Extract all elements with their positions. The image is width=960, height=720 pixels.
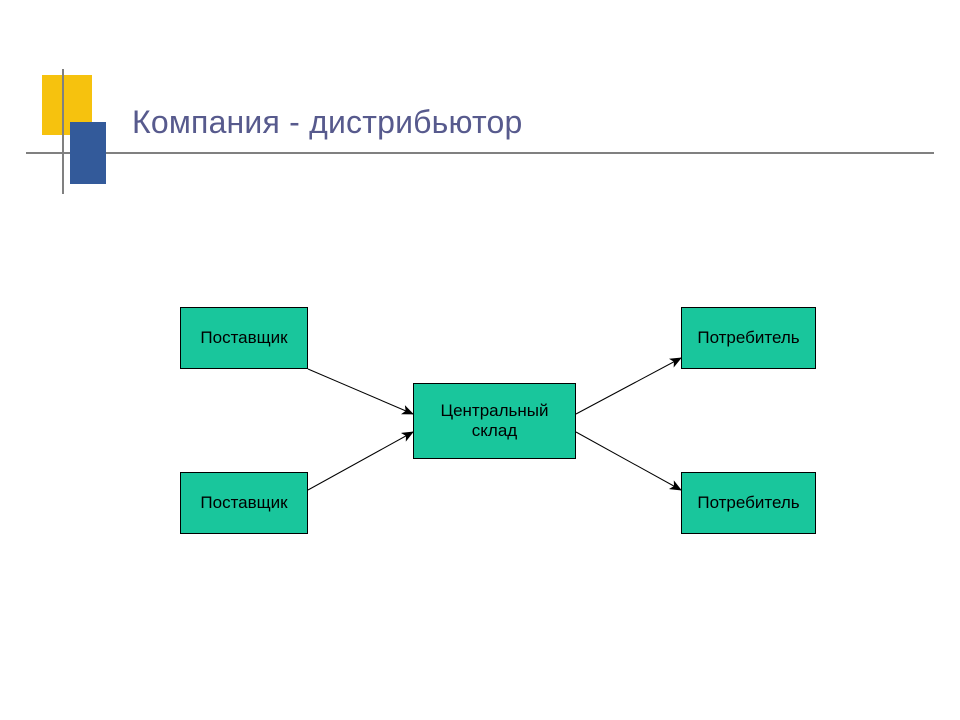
edge-central-consumer1 [576,358,681,414]
edge-supplier1-central [308,369,413,414]
node-consumer-2: Потребитель [681,472,816,534]
node-label: Потребитель [697,493,799,513]
header-square-blue [70,122,106,184]
header-vline [62,69,64,194]
node-supplier-2: Поставщик [180,472,308,534]
node-label: Потребитель [697,328,799,348]
slide-title: Компания - дистрибьютор [132,104,523,141]
node-label: Поставщик [200,493,287,513]
node-consumer-1: Потребитель [681,307,816,369]
edge-supplier2-central [308,432,413,490]
node-label: Центральный склад [441,401,549,442]
header-hline [26,152,934,154]
slide: { "title": "Компания - дистрибьютор", "t… [0,0,960,720]
node-central-warehouse: Центральный склад [413,383,576,459]
node-label: Поставщик [200,328,287,348]
edge-central-consumer2 [576,432,681,490]
node-supplier-1: Поставщик [180,307,308,369]
